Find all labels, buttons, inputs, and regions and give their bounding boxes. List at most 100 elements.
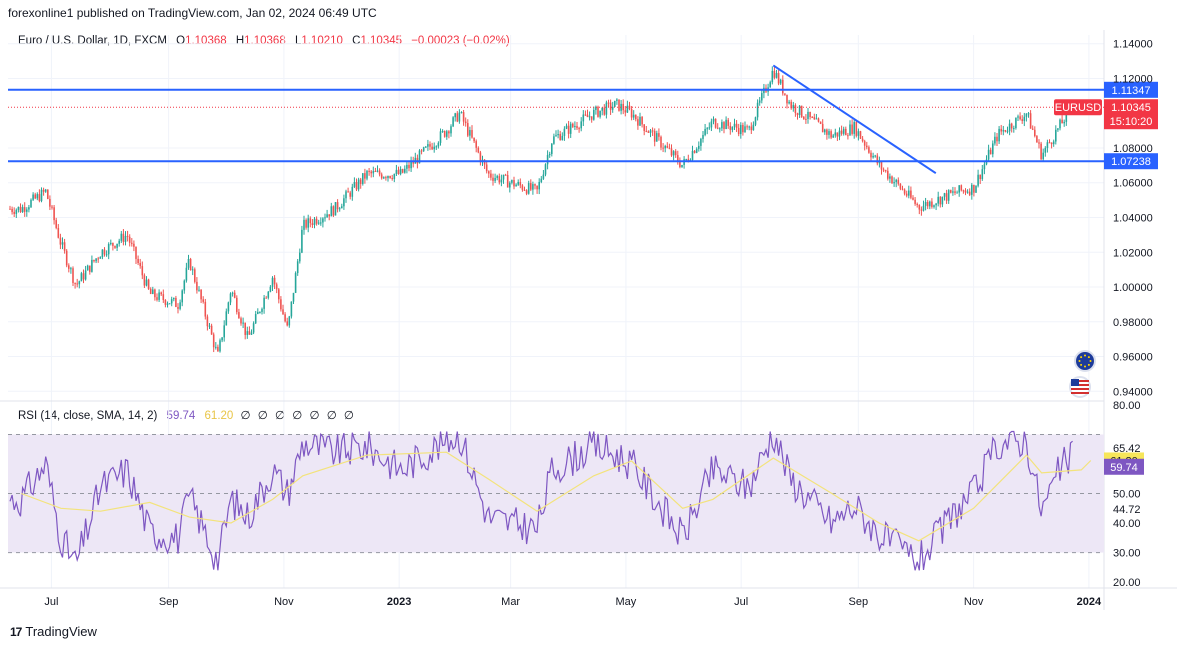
candle-body: [267, 291, 270, 298]
candle-body: [679, 162, 681, 168]
price-tick-label: 0.98000: [1113, 317, 1153, 329]
candle-body: [576, 125, 578, 129]
candle: [372, 166, 375, 178]
candle-body: [1046, 142, 1049, 148]
current-price-tag: [1104, 99, 1158, 130]
candle-body: [521, 185, 524, 190]
candle: [672, 150, 675, 161]
candle-body: [252, 323, 255, 333]
candle-body: [338, 208, 341, 210]
candle: [996, 132, 998, 147]
candle: [246, 326, 249, 339]
candle: [1019, 112, 1021, 121]
candle: [422, 146, 425, 152]
rsi-sma-value: 61.20: [204, 410, 234, 422]
candle-body: [443, 131, 446, 137]
candle-body: [708, 127, 711, 129]
candle-body: [229, 293, 232, 303]
candle: [309, 216, 312, 228]
candle: [1046, 139, 1049, 153]
candle: [989, 147, 992, 155]
candle-body: [855, 122, 858, 136]
candle: [366, 169, 368, 181]
candle: [1027, 112, 1030, 118]
candle-body: [954, 191, 956, 193]
candle: [68, 263, 70, 273]
candle: [681, 164, 683, 168]
candle-body: [212, 334, 215, 348]
candle: [206, 314, 209, 331]
candle: [731, 126, 734, 133]
candle-body: [1002, 129, 1005, 132]
candle-body: [611, 106, 614, 110]
candle-body: [63, 242, 66, 251]
candle: [574, 121, 576, 131]
candle-body: [299, 252, 301, 262]
candle-body: [828, 131, 830, 135]
candle-body: [439, 131, 442, 143]
candle: [819, 121, 822, 125]
candle: [1015, 117, 1017, 130]
candle: [706, 127, 708, 135]
candle: [884, 169, 887, 173]
candle: [273, 275, 276, 290]
candle: [61, 237, 64, 250]
candle: [215, 342, 217, 350]
candle-body: [803, 116, 805, 119]
candle: [162, 289, 165, 303]
rsi-sma-line: [20, 451, 1092, 542]
rsi-tick-label: 20.00: [1113, 577, 1141, 589]
candle-body: [118, 240, 120, 244]
candle-body: [324, 217, 326, 219]
candle-body: [284, 314, 286, 322]
candle-body: [821, 123, 824, 133]
candle: [847, 132, 849, 140]
candle-body: [595, 106, 597, 110]
candle-body: [103, 249, 106, 255]
candle-body: [723, 122, 725, 130]
candle: [952, 186, 954, 196]
candle: [653, 128, 656, 147]
candle-body: [905, 193, 908, 196]
candle-body: [49, 198, 51, 207]
candle-body: [68, 265, 70, 269]
candle-body: [231, 292, 234, 294]
time-tick-label: Mar: [501, 596, 520, 608]
candle-body: [13, 211, 15, 214]
candle: [420, 149, 423, 155]
candle-body: [36, 194, 39, 199]
candle-body: [800, 105, 803, 117]
candle: [578, 126, 580, 133]
level-price-text: 1.07238: [1111, 156, 1151, 168]
candle: [49, 195, 51, 211]
candle: [912, 195, 914, 201]
candle-body: [849, 124, 851, 136]
candle: [924, 197, 927, 211]
candle-body: [742, 125, 744, 133]
candle-body: [805, 118, 807, 120]
candle-body: [842, 128, 845, 134]
candle: [231, 291, 234, 297]
candle: [385, 175, 387, 181]
candle-body: [469, 130, 471, 136]
candle-body: [912, 197, 914, 200]
candle-body: [502, 174, 505, 180]
candle: [387, 175, 389, 182]
footer-brand[interactable]: 17 TradingView: [10, 624, 97, 639]
candle: [651, 127, 654, 136]
candle-body: [863, 141, 866, 146]
candle-body: [30, 199, 32, 208]
candle-body: [620, 103, 622, 111]
candle: [307, 214, 309, 233]
candle: [798, 104, 801, 118]
candle-body: [525, 190, 528, 194]
candle-body: [635, 114, 637, 120]
candle: [693, 150, 696, 154]
candle-body: [412, 161, 414, 164]
candle-body: [452, 117, 454, 127]
high-label: H: [235, 35, 245, 47]
candle: [65, 249, 68, 268]
candle: [509, 181, 511, 193]
candle: [832, 133, 834, 138]
